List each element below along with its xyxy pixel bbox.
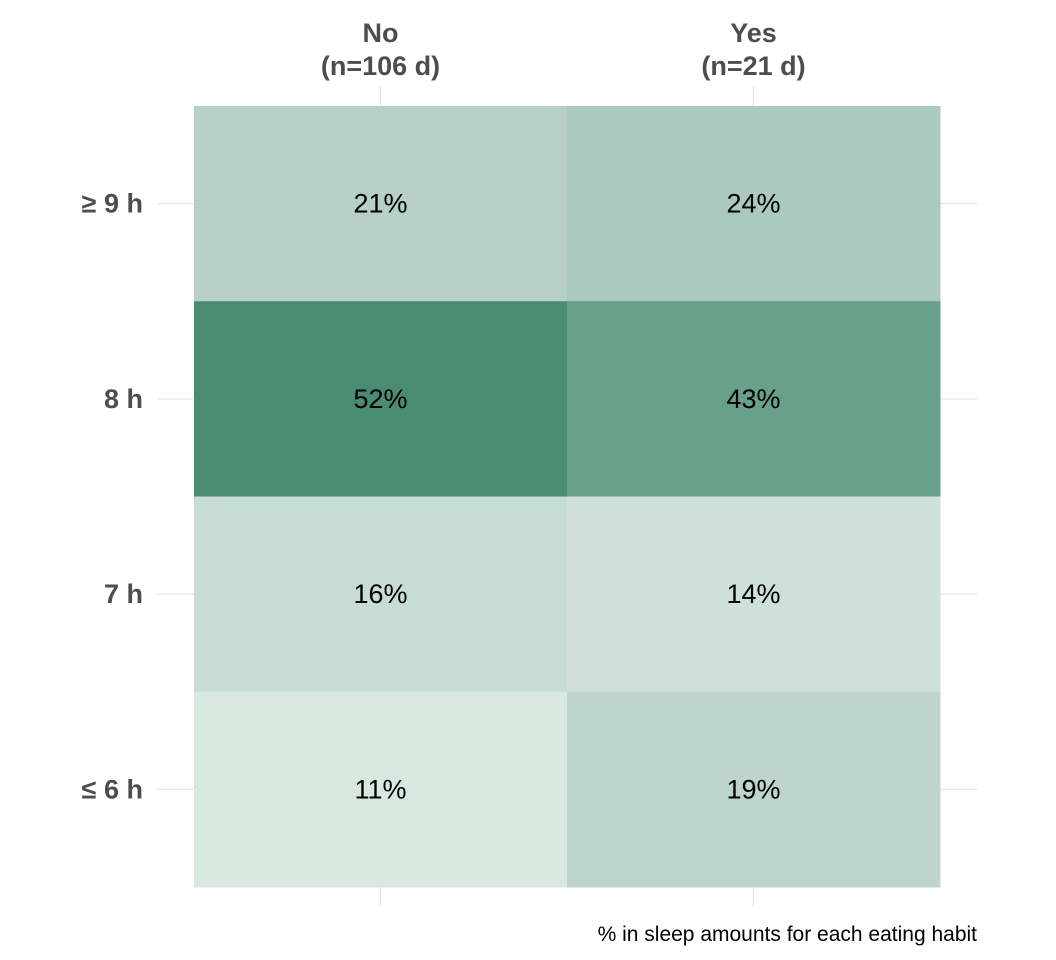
cell-value-label: 43% bbox=[726, 384, 780, 414]
column-header-count: (n=21 d) bbox=[701, 51, 805, 81]
column-header-count: (n=106 d) bbox=[321, 51, 440, 81]
chart-caption: % in sleep amounts for each eating habit bbox=[598, 923, 978, 946]
cell-value-label: 19% bbox=[726, 774, 780, 804]
cell-value-label: 24% bbox=[726, 189, 780, 219]
heatmap-cell bbox=[194, 496, 568, 693]
row-label: 7 h bbox=[104, 579, 143, 609]
heatmap-cell bbox=[567, 301, 941, 497]
cell-value-label: 14% bbox=[726, 579, 780, 609]
cell-labels: 21% 24% 52% 43% 16% 14% 11% 19% bbox=[353, 189, 780, 805]
cell-value-label: 21% bbox=[353, 189, 407, 219]
heatmap-cell bbox=[194, 106, 568, 302]
column-header-name: No bbox=[363, 18, 399, 48]
column-header-name: Yes bbox=[730, 18, 777, 48]
cell-value-label: 16% bbox=[353, 579, 407, 609]
heatmap-cell bbox=[567, 691, 941, 888]
heatmap-cell bbox=[194, 691, 568, 888]
heatmap-cell bbox=[567, 106, 941, 302]
column-headers: No(n=106 d) Yes(n=21 d) bbox=[321, 18, 806, 81]
row-label: ≥ 9 h bbox=[82, 189, 143, 219]
row-labels: ≥ 9 h 8 h 7 h ≤ 6 h bbox=[82, 189, 143, 805]
cell-value-label: 52% bbox=[353, 384, 407, 414]
heatmap-cells bbox=[194, 106, 941, 888]
row-label: 8 h bbox=[104, 384, 143, 414]
heatmap-cell bbox=[194, 301, 568, 497]
heatmap-cell bbox=[567, 496, 941, 693]
cell-value-label: 11% bbox=[354, 774, 406, 804]
row-label: ≤ 6 h bbox=[82, 774, 143, 804]
